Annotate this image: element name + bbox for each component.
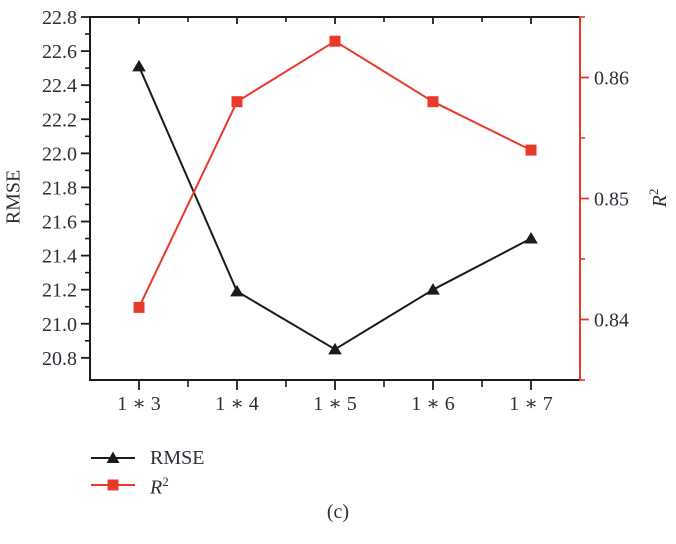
legend-entry-r2: R2 bbox=[90, 471, 204, 498]
legend-label-r2-sup: 2 bbox=[162, 473, 169, 489]
legend-label-rmse: RMSE bbox=[150, 446, 205, 469]
marker-triangle bbox=[328, 342, 342, 355]
legend-label-r2-base: R bbox=[150, 476, 163, 499]
right-axis-title: R2 bbox=[646, 189, 672, 208]
series-line-r^2 bbox=[138, 40, 532, 308]
subfigure-caption: (c) bbox=[326, 501, 350, 523]
left-tick-label: 20.8 bbox=[42, 348, 77, 370]
x-tick-label: 1 ∗ 3 bbox=[117, 393, 161, 415]
left-tick-label: 22.4 bbox=[42, 75, 77, 97]
marker-triangle bbox=[230, 284, 244, 297]
left-tick-label: 22.2 bbox=[42, 109, 77, 131]
series-line-rmse bbox=[138, 66, 532, 351]
left-tick-label: 21.0 bbox=[42, 314, 77, 336]
legend-label-r2: R2 bbox=[150, 472, 169, 498]
marker-triangle bbox=[524, 232, 538, 244]
marker-square bbox=[231, 96, 243, 108]
right-tick-label: 0.86 bbox=[594, 68, 629, 90]
marker-triangle bbox=[132, 59, 146, 72]
left-tick-label: 22.6 bbox=[42, 41, 77, 63]
x-tick-label: 1 ∗ 6 bbox=[411, 393, 455, 415]
legend: RMSE R2 bbox=[90, 444, 204, 498]
marker-square bbox=[525, 144, 537, 156]
rmse-line-triangle-marker-icon bbox=[91, 451, 135, 463]
left-tick-label: 22.0 bbox=[42, 143, 77, 165]
right-tick-label: 0.85 bbox=[594, 189, 629, 211]
x-tick-label: 1 ∗ 7 bbox=[509, 393, 553, 415]
marker-triangle bbox=[426, 283, 440, 295]
marker-square bbox=[133, 301, 145, 313]
marker-square bbox=[329, 35, 341, 47]
left-tick-label: 21.2 bbox=[42, 280, 77, 302]
left-axis-title: RMSE bbox=[2, 169, 25, 225]
r2-line-square-marker-icon bbox=[91, 479, 135, 490]
x-tick-label: 1 ∗ 5 bbox=[313, 393, 357, 415]
left-tick-label: 22.8 bbox=[42, 7, 77, 29]
right-tick-label: 0.84 bbox=[594, 310, 629, 332]
right-axis-title-sup: 2 bbox=[646, 188, 662, 196]
left-tick-label: 21.6 bbox=[42, 212, 77, 234]
left-tick-label: 21.8 bbox=[42, 177, 77, 199]
x-tick-label: 1 ∗ 4 bbox=[215, 393, 259, 415]
marker-square bbox=[427, 96, 439, 108]
left-tick-label: 21.4 bbox=[42, 246, 77, 268]
right-axis-title-base: R bbox=[648, 195, 671, 208]
legend-entry-rmse: RMSE bbox=[90, 444, 204, 471]
